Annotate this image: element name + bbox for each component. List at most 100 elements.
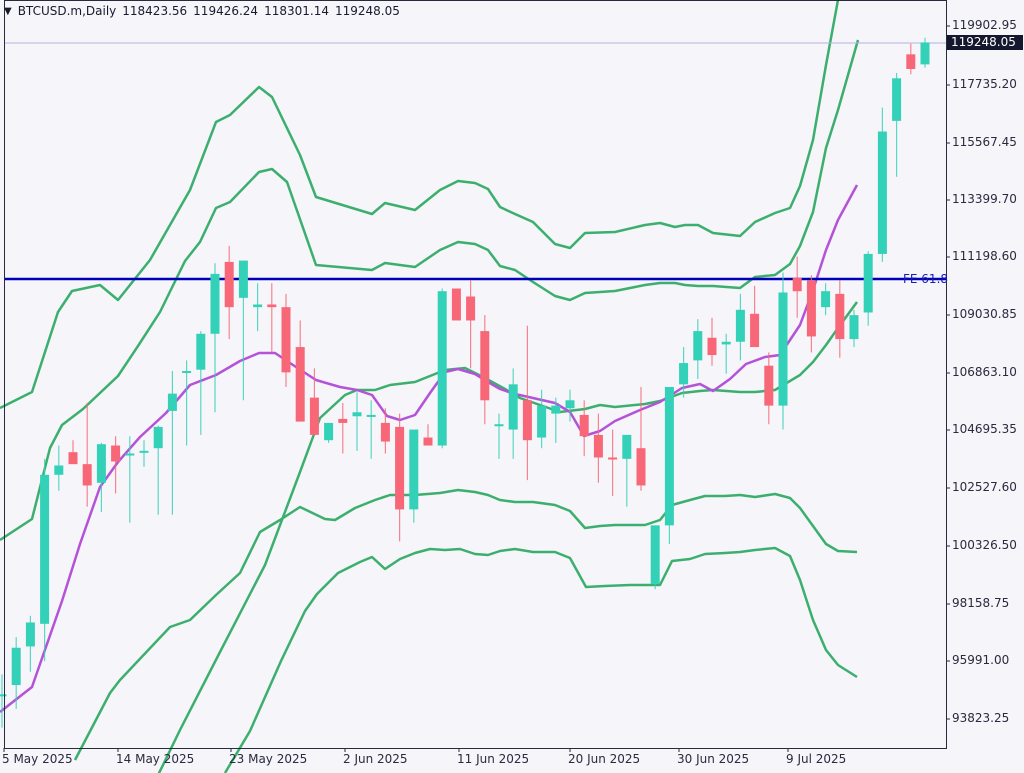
bull-candle xyxy=(877,107,887,262)
x-tick-label: 20 Jun 2025 xyxy=(568,752,641,766)
bull-candle xyxy=(324,422,334,443)
bear-candle xyxy=(593,413,603,483)
bull-candle xyxy=(196,331,206,435)
bear-candle xyxy=(707,317,717,366)
y-tick-label: 100326.50 xyxy=(952,538,1017,552)
bear-candle xyxy=(579,400,589,457)
chart-header: ▼ BTCUSD.m,Daily 118423.56 119426.24 118… xyxy=(4,4,400,18)
y-tick-label: 95991.00 xyxy=(952,653,1010,667)
bear-candle xyxy=(466,280,476,369)
bull-candle xyxy=(182,360,192,446)
bear-candle xyxy=(395,413,405,542)
bear-candle xyxy=(792,256,802,318)
bear-candle xyxy=(111,436,121,494)
x-tick-label: 5 May 2025 xyxy=(2,752,73,766)
bear-candle xyxy=(835,280,845,358)
bull-candle xyxy=(721,333,731,374)
bull-candle xyxy=(551,397,561,443)
bollinger-bands xyxy=(0,0,860,773)
bull-candle xyxy=(863,251,873,326)
bull-candle xyxy=(25,615,35,672)
bull-candle xyxy=(54,445,64,491)
bull-candle xyxy=(693,319,703,380)
bull-candle xyxy=(735,293,745,361)
bear-candle xyxy=(636,386,646,491)
bear-candle xyxy=(281,293,291,387)
bear-candle xyxy=(480,315,490,425)
bull-candle xyxy=(437,288,447,449)
bull-candle xyxy=(96,442,106,513)
bull-candle xyxy=(210,263,220,413)
bull-candle xyxy=(565,389,575,422)
bear-candle xyxy=(309,368,319,435)
ohlc-low: 118301.14 xyxy=(264,4,329,18)
bear-candle xyxy=(806,275,816,353)
bull-candle xyxy=(849,309,859,348)
bull-candle xyxy=(892,72,902,177)
bull-candle xyxy=(650,525,660,590)
y-tick-label: 119902.95 xyxy=(952,18,1017,32)
bull-candle xyxy=(494,413,504,459)
bull-candle xyxy=(253,283,263,332)
bear-candle xyxy=(423,424,433,446)
axis-ticks xyxy=(3,25,950,752)
band-line xyxy=(0,0,840,410)
y-tick-label: 115567.45 xyxy=(952,135,1017,149)
bear-candle xyxy=(267,283,277,353)
bear-candle xyxy=(522,325,532,481)
y-tick-label: 109030.85 xyxy=(952,307,1017,321)
bull-candle xyxy=(778,272,788,430)
bull-candle xyxy=(409,429,419,523)
y-tick-label: 102527.60 xyxy=(952,480,1017,494)
bull-candle xyxy=(622,434,632,507)
bear-candle xyxy=(82,402,92,507)
bear-candle xyxy=(295,320,305,422)
bear-candle xyxy=(608,429,618,497)
y-tick-label: 93823.25 xyxy=(952,711,1010,725)
bull-candle xyxy=(821,283,831,316)
ohlc-open: 118423.56 xyxy=(122,4,188,18)
y-tick-label: 117735.20 xyxy=(952,77,1017,91)
ohlc-close: 119248.05 xyxy=(334,4,400,18)
y-tick-label: 98158.75 xyxy=(952,596,1010,610)
bull-candle xyxy=(679,347,689,398)
x-tick-label: 30 Jun 2025 xyxy=(677,752,750,766)
bear-candle xyxy=(750,285,760,348)
bull-candle xyxy=(508,368,518,459)
bull-candle xyxy=(40,458,50,662)
y-tick-label: 113399.70 xyxy=(952,192,1017,206)
bear-candle xyxy=(224,245,234,340)
fe-61-8-label: FE 61.8 xyxy=(903,272,949,286)
x-tick-label: 9 Jul 2025 xyxy=(786,752,847,766)
candlesticks xyxy=(0,37,930,728)
bull-candle xyxy=(167,371,177,515)
x-tick-label: 2 Jun 2025 xyxy=(343,752,408,766)
bull-candle xyxy=(352,392,362,451)
band-line xyxy=(157,301,859,773)
bear-candle xyxy=(764,352,774,425)
x-tick-label: 11 Jun 2025 xyxy=(457,752,530,766)
bull-candle xyxy=(11,637,21,709)
bear-candle xyxy=(338,402,348,454)
ohlc-high: 119426.24 xyxy=(193,4,259,18)
bull-candle xyxy=(139,440,149,467)
bull-candle xyxy=(125,436,135,523)
x-tick-label: 23 May 2025 xyxy=(229,752,308,766)
bull-candle xyxy=(153,425,163,515)
band-line xyxy=(73,488,858,761)
bear-candle xyxy=(380,408,390,454)
bull-candle xyxy=(664,386,674,544)
bear-candle xyxy=(906,43,916,75)
bear-candle xyxy=(68,440,78,465)
current-price-tag: 119248.05 xyxy=(947,35,1023,50)
y-tick-label: 104695.35 xyxy=(952,422,1017,436)
bull-candle xyxy=(0,674,7,728)
bear-candle xyxy=(451,288,461,321)
y-tick-label: 111198.60 xyxy=(952,249,1017,263)
menu-triangle-icon[interactable]: ▼ xyxy=(4,5,12,17)
bull-candle xyxy=(537,389,547,449)
x-tick-label: 14 May 2025 xyxy=(116,752,195,766)
bull-candle xyxy=(920,37,930,68)
band-line xyxy=(223,546,858,773)
